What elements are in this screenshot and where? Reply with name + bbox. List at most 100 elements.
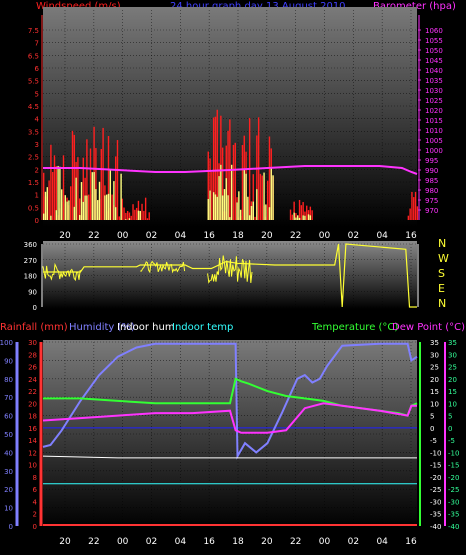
rain-tick-label: 12	[28, 449, 37, 457]
gust-bar	[125, 219, 127, 220]
gust-bar	[73, 206, 75, 220]
dew-tick-label: -35	[430, 511, 441, 519]
x-tick-label: 04	[376, 537, 388, 547]
gust-bar	[91, 172, 93, 220]
windspeed-bar	[141, 203, 143, 220]
gust-bar	[93, 172, 95, 220]
dew-tick-label: 25	[430, 364, 439, 372]
windspeed-bar	[300, 205, 303, 220]
y-tick-label: 360	[24, 241, 37, 249]
gust-bar	[270, 167, 272, 220]
direction-noise	[42, 262, 81, 282]
y-tick-label: 270	[24, 257, 37, 265]
windspeed-bar	[137, 200, 140, 220]
humidity-tick-label: 70	[4, 394, 13, 402]
y-left-tick-label: 5.5	[28, 78, 39, 86]
windspeed-bar	[123, 207, 125, 220]
temp-tick-label: 10	[448, 400, 457, 408]
humidity-tick-label: 30	[4, 468, 13, 476]
windspeed-bar	[118, 216, 120, 220]
x-tick-label: 22	[88, 231, 99, 241]
dew-tick-label: -20	[430, 474, 441, 482]
gust-bar	[238, 191, 240, 220]
x-tick-label: 02	[146, 537, 157, 547]
rain-tick-label: 16	[28, 425, 37, 433]
windspeed-bar	[227, 130, 229, 220]
y-right-tick-label: 1050	[425, 47, 443, 55]
y-right-tick-label: 985	[425, 177, 438, 185]
gust-bar	[229, 217, 231, 220]
windspeed-bar	[71, 130, 74, 220]
y-left-tick-label: 2	[35, 166, 39, 174]
windspeed-bar	[70, 186, 72, 220]
windspeed-bar	[107, 136, 110, 220]
gust-bar	[248, 215, 251, 220]
y-right-tick-label: 1040	[425, 67, 443, 75]
rain-tick-label: 6	[33, 486, 38, 494]
x-tick-label: 02	[348, 231, 359, 241]
legend-indoor-hum: Indoor hum	[117, 322, 175, 333]
windspeed-bar	[306, 205, 308, 220]
rain-tick-label: 20	[28, 400, 37, 408]
windspeed-bar	[148, 212, 150, 220]
y-left-tick-label: 6	[35, 65, 40, 73]
windspeed-bar	[134, 209, 136, 220]
gust-bar	[113, 181, 115, 220]
y-right-tick-label: 1045	[425, 57, 443, 65]
x-tick-label: 04	[376, 231, 388, 241]
gust-bar	[46, 187, 48, 220]
windspeed-bar	[252, 174, 254, 220]
gust-bar	[50, 215, 52, 220]
gust-bar	[223, 189, 226, 220]
windspeed-bar	[241, 145, 244, 220]
compass-letter: E	[438, 282, 445, 295]
dew-tick-label: 30	[430, 351, 439, 359]
legend-dew-point: Dew Point (°C)	[392, 322, 465, 333]
windspeed-bar	[259, 173, 262, 220]
y-right-tick-label: 1025	[425, 97, 443, 105]
rain-tick-label: 4	[33, 498, 38, 506]
gust-bar	[66, 201, 68, 220]
x-tick-label: 22	[290, 231, 301, 241]
gust-bar	[225, 178, 227, 220]
windspeed-bar	[266, 180, 269, 220]
rain-tick-label: 30	[28, 339, 37, 347]
windspeed-bar	[43, 172, 45, 220]
windspeed-bar	[143, 210, 145, 220]
panel1-y-right-ticks: 970 975 980 985 990 995 1000 1005 1010 1015 1020 10…	[418, 15, 443, 220]
x-tick-label: 02	[348, 537, 359, 547]
panel3-series	[42, 342, 418, 485]
windspeed-bar	[48, 180, 50, 220]
rain-tick-label: 8	[33, 474, 37, 482]
temp-tick-label: 0	[448, 425, 452, 433]
temperature-humidity-panel: 0102030405060708090100024681012141618202…	[0, 339, 459, 547]
gust-bar	[57, 165, 59, 220]
gust-bar	[95, 189, 97, 220]
windspeed-bar	[116, 140, 119, 220]
dew-tick-label: -40	[430, 523, 441, 531]
gust-bar	[245, 173, 247, 220]
y-left-tick-label: 3.5	[28, 128, 39, 136]
humidity-tick-label: 80	[4, 376, 13, 384]
windspeed-bar	[146, 218, 149, 220]
gust-bar	[239, 209, 242, 220]
x-tick-label: 22	[290, 537, 301, 547]
x-tick-label: 20	[261, 231, 273, 241]
windspeed-bar	[411, 191, 413, 220]
windspeed-bar	[268, 136, 271, 220]
temp-tick-label: 20	[448, 376, 457, 384]
windspeed-bar	[261, 175, 263, 220]
x-tick-label: 20	[59, 537, 71, 547]
y-right-tick-label: 1060	[425, 27, 443, 35]
direction-scatter	[42, 255, 253, 284]
gust-bar	[43, 213, 45, 220]
panel2-y-ticks: 0 90 180 270 360	[24, 241, 419, 312]
x-tick-label: 16	[405, 537, 417, 547]
gust-bar	[220, 164, 222, 220]
windspeed-bar	[50, 144, 52, 220]
y-right-tick-label: 995	[425, 157, 438, 165]
temp-tick-label: -20	[448, 474, 459, 482]
gust-bar	[98, 181, 101, 220]
gust-bar	[207, 198, 209, 220]
windspeed-bar	[121, 198, 123, 220]
